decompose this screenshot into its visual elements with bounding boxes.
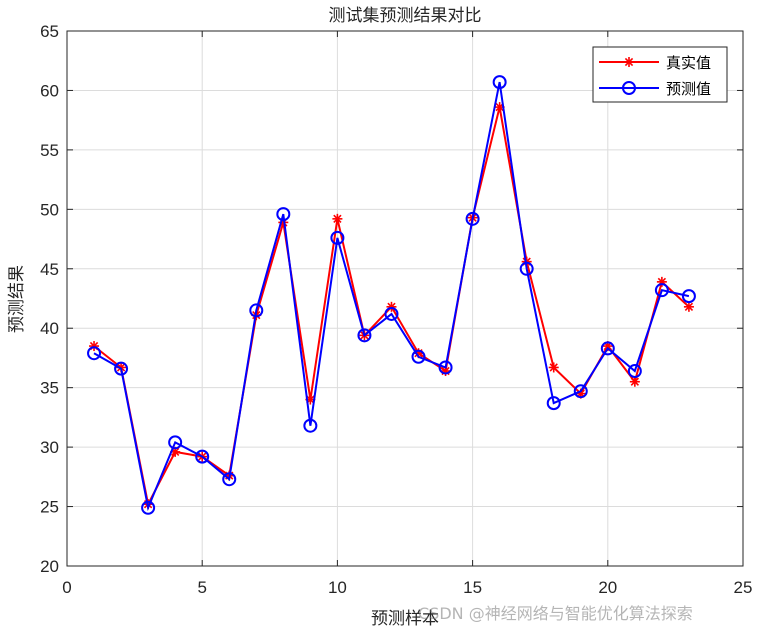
circle-marker-icon <box>519 261 534 276</box>
chart-title: 测试集预测结果对比 <box>329 6 482 26</box>
circle-marker-icon <box>114 361 129 376</box>
circle-marker-icon <box>357 328 372 343</box>
circle-marker-icon <box>168 435 183 450</box>
series-line <box>93 81 690 512</box>
circle-marker-icon <box>330 230 345 245</box>
x-axis-label: 预测样本 <box>371 609 439 629</box>
y-tick-label: 20 <box>40 557 59 576</box>
asterisk-marker-icon <box>624 57 634 67</box>
circle-marker-icon <box>141 500 156 515</box>
y-axis-label: 预测结果 <box>7 265 27 333</box>
y-tick-label: 45 <box>40 260 59 279</box>
circle-marker-icon <box>222 472 237 487</box>
circle-marker-icon <box>195 449 210 464</box>
circle-marker-icon <box>276 207 291 222</box>
circle-marker-icon <box>384 306 399 321</box>
x-tick-label: 5 <box>197 578 206 597</box>
asterisk-marker-icon <box>548 362 559 373</box>
legend: 真实值 预测值 <box>592 46 728 103</box>
circle-marker-icon <box>411 349 426 364</box>
circle-marker-icon <box>622 81 636 95</box>
asterisk-marker-icon <box>332 213 343 224</box>
x-tick-label: 25 <box>734 578 753 597</box>
plot-frame <box>66 30 744 567</box>
circle-marker-icon <box>573 384 588 399</box>
y-tick-label: 65 <box>40 22 59 41</box>
circle-marker-icon <box>303 418 318 433</box>
legend-item-pred: 预测值 <box>599 80 711 98</box>
y-tick-label: 55 <box>40 141 59 160</box>
circle-marker-icon <box>87 346 102 361</box>
circle-marker-icon <box>438 360 453 375</box>
asterisk-marker-icon <box>629 376 640 387</box>
x-tick-label: 0 <box>62 578 71 597</box>
circle-marker-icon <box>492 75 507 90</box>
axis-ticks: 0 5 10 15 20 25 20 25 30 35 40 45 50 55 60 65 <box>40 22 752 597</box>
y-tick-label: 35 <box>40 379 59 398</box>
legend-item-true: 真实值 <box>599 54 711 72</box>
x-tick-label: 15 <box>463 578 482 597</box>
watermark: CSDN @神经网络与智能优化算法探索 <box>418 604 693 623</box>
legend-label-pred: 预测值 <box>666 80 711 98</box>
x-tick-label: 10 <box>328 578 347 597</box>
circle-marker-icon <box>249 303 264 318</box>
circle-marker-icon <box>465 211 480 226</box>
y-tick-label: 40 <box>40 319 59 338</box>
y-tick-label: 30 <box>40 438 59 457</box>
circle-marker-icon <box>627 364 642 379</box>
circle-marker-icon <box>654 283 669 298</box>
y-tick-label: 60 <box>40 81 59 100</box>
legend-label-true: 真实值 <box>666 54 711 72</box>
circle-marker-icon <box>546 396 561 411</box>
circle-marker-icon <box>600 341 615 356</box>
circle-marker-icon <box>681 289 696 304</box>
asterisk-marker-icon <box>683 301 694 312</box>
y-tick-label: 25 <box>40 498 59 517</box>
data-series <box>87 75 696 515</box>
y-tick-label: 50 <box>40 200 59 219</box>
x-tick-label: 20 <box>598 578 617 597</box>
